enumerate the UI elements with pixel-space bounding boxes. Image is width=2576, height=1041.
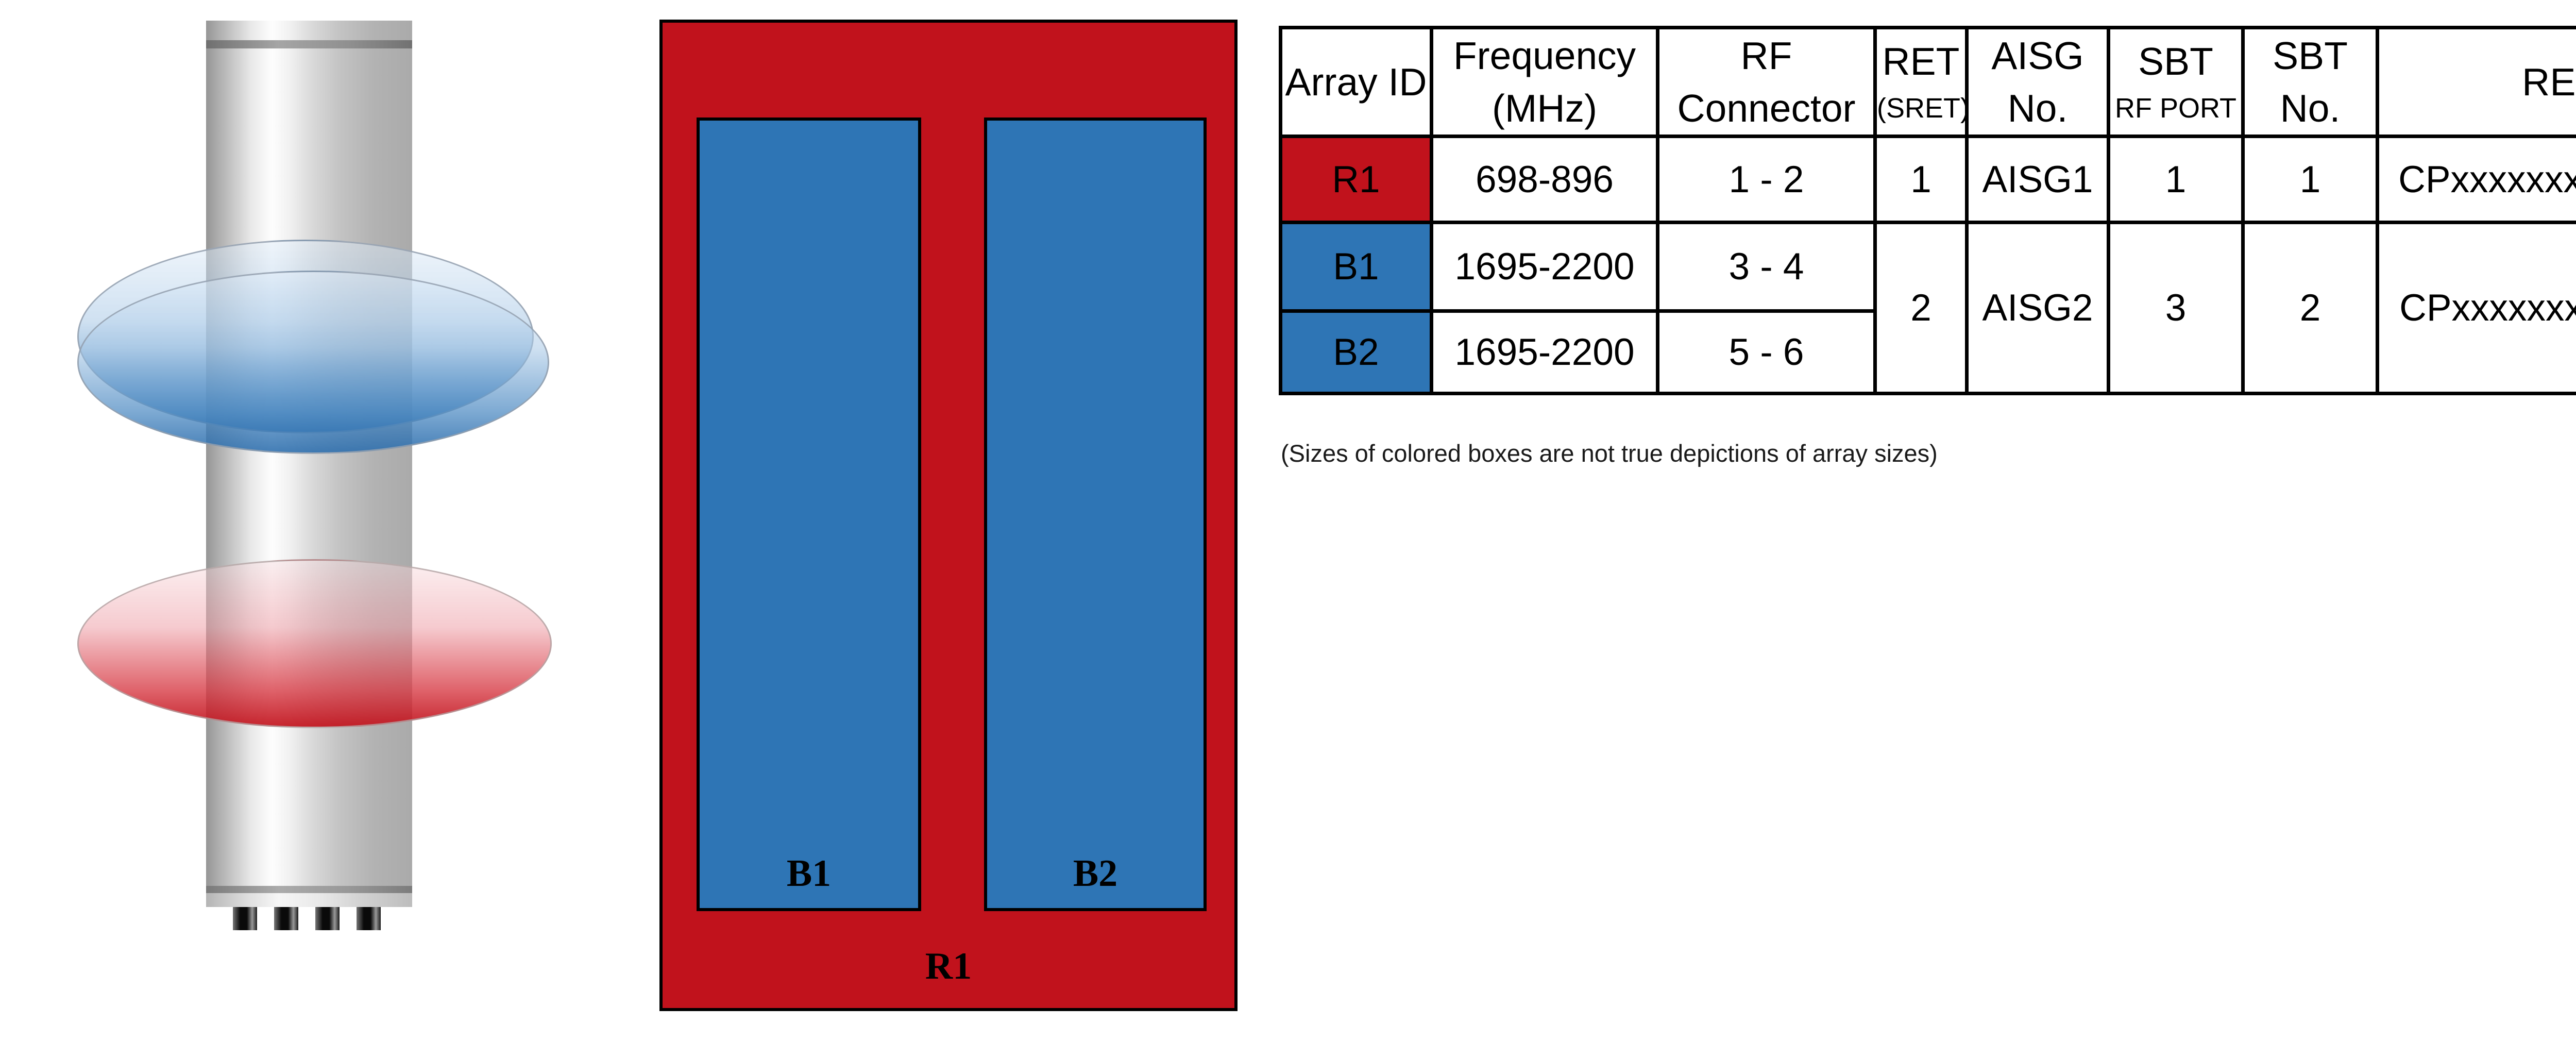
cell-b2-frequency: 1695-2200 xyxy=(1430,309,1659,395)
array-box-r1-label: R1 xyxy=(925,945,972,987)
cylinder-bottom-cap xyxy=(206,893,412,907)
cell-r1-aisg-no: AISG1 xyxy=(1965,135,2110,224)
cell-b1-rf-connector: 3 - 4 xyxy=(1656,221,1877,313)
cell-b-shared-ret-sret: 2 xyxy=(1873,221,1969,395)
cell-b2-array-id: B2 xyxy=(1279,309,1433,395)
cell-b2-rf-connector: 5 - 6 xyxy=(1656,309,1877,395)
array-box-b1-label: B1 xyxy=(786,852,832,895)
cylinder-bottom-rim xyxy=(206,886,412,893)
cell-r1-ret-sret: 1 xyxy=(1873,135,1969,224)
col-header-rf-connector: RF Connector xyxy=(1656,26,1877,138)
antenna-illustration xyxy=(0,0,592,1041)
cell-b-shared-sbt-no: 2 xyxy=(2241,221,2379,395)
array-box-b1: B1 xyxy=(697,117,921,911)
col-header-sbt-rf-port: SBT RF PORT xyxy=(2107,26,2245,138)
cell-r1-frequency: 698-896 xyxy=(1430,135,1659,224)
cell-b1-array-id: B1 xyxy=(1279,221,1433,313)
connector-stub-4 xyxy=(357,907,381,930)
connector-stub-2 xyxy=(274,907,298,930)
col-header-ret-uid: RET UID xyxy=(2376,26,2576,138)
array-box-b2-label: B2 xyxy=(1073,852,1118,895)
size-disclaimer-note: (Sizes of colored boxes are not true dep… xyxy=(1281,440,1938,467)
connector-stub-1 xyxy=(233,907,257,930)
col-header-frequency: Frequency (MHz) xyxy=(1430,26,1659,138)
red-beam xyxy=(77,559,552,728)
cell-b-shared-ret-uid: CPxxxxxxxxxxxxxxxxB1 xyxy=(2376,221,2576,395)
array-box-r1: B1 B2 R1 xyxy=(659,20,1238,1011)
col-header-array-id: Array ID xyxy=(1279,26,1433,138)
antenna-cylinder xyxy=(206,21,412,907)
col-header-sbt-no: SBT No. xyxy=(2241,26,2379,138)
table-row-r1: R1 698-896 1 - 2 1 AISG1 1 1 CPxxxxxxxxx… xyxy=(1279,135,2576,224)
cell-b-shared-sbt-rf-port: 3 xyxy=(2107,221,2245,395)
cell-r1-sbt-rf-port: 1 xyxy=(2107,135,2245,224)
array-box-b2: B2 xyxy=(984,117,1207,911)
cell-r1-ret-uid: CPxxxxxxxxxxxxxxxxR1 xyxy=(2376,135,2576,224)
cell-r1-array-id: R1 xyxy=(1279,135,1433,224)
col-header-ret-sret: RET (SRET) xyxy=(1873,26,1969,138)
cell-r1-rf-connector: 1 - 2 xyxy=(1656,135,1877,224)
connector-stub-3 xyxy=(315,907,340,930)
table-row-b1: B1 1695-2200 3 - 4 2 AISG2 3 2 CPxxxxxxx… xyxy=(1279,221,2576,395)
cell-b-shared-aisg-no: AISG2 xyxy=(1965,221,2110,395)
table-row-b2: B2 1695-2200 5 - 6 xyxy=(1279,309,2576,395)
blue-beam-lower xyxy=(77,271,549,454)
col-header-aisg-no: AISG No. xyxy=(1965,26,2110,138)
cylinder-top-rim xyxy=(206,40,412,48)
cell-b1-frequency: 1695-2200 xyxy=(1430,221,1659,313)
header-row: Array ID Frequency (MHz) RF Connector RET(… xyxy=(1279,26,2576,138)
spec-table: Array ID Frequency (MHz) RF Connector RET(… xyxy=(1279,26,2576,395)
cell-r1-sbt-no: 1 xyxy=(2241,135,2379,224)
